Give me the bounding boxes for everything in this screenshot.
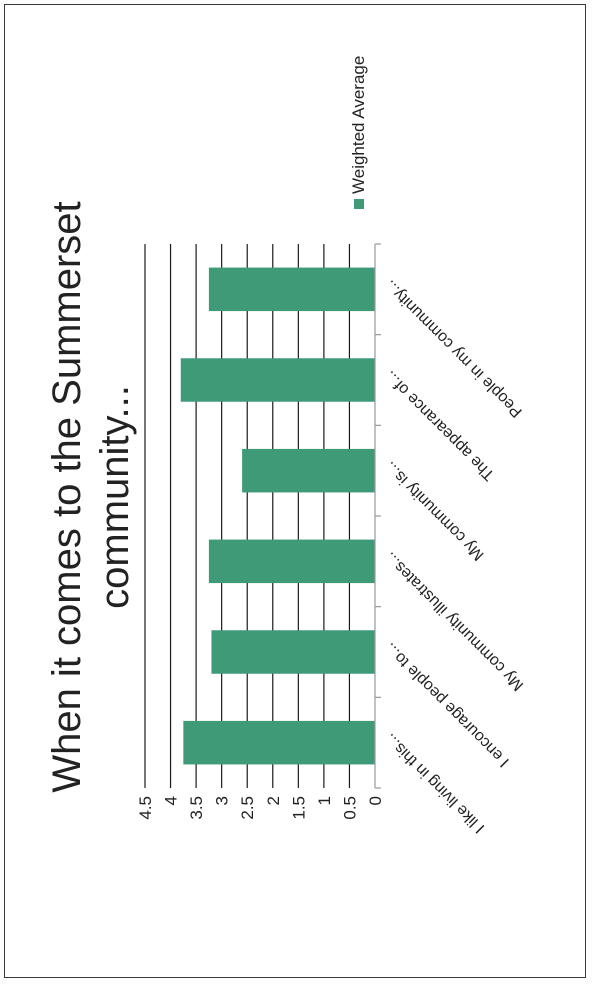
- bar: [208, 539, 375, 584]
- bar: [180, 358, 375, 402]
- bar: [183, 720, 375, 765]
- value-tick-label: 4: [162, 796, 181, 805]
- category-label: I like living in this...: [382, 730, 488, 836]
- value-tick-label: 4.5: [136, 796, 155, 820]
- value-tick-label: 2.5: [238, 796, 257, 820]
- value-tick-label: 0.5: [340, 796, 359, 820]
- bar: [211, 630, 375, 674]
- chart-title-line-2: community...: [93, 385, 137, 609]
- rotated-chart: When it comes to the Summerset community…: [45, 56, 527, 836]
- value-tick-label: 3.5: [187, 796, 206, 820]
- chart-title-line-1: When it comes to the Summerset: [45, 201, 89, 792]
- bar: [242, 448, 375, 493]
- gridlines: [144, 244, 351, 788]
- value-tick-label: 1.5: [289, 796, 308, 820]
- legend-swatch: [354, 199, 364, 209]
- category-labels: I like living in this...I encourage peop…: [382, 277, 527, 837]
- category-label: My community is...: [382, 458, 488, 564]
- bar: [208, 267, 375, 312]
- value-tick-labels: 0 0.5 1 1.5 2 2.5 3 3.5 4 4.5: [136, 796, 385, 820]
- value-tick-label: 3: [213, 796, 232, 805]
- value-tick-label: 0: [366, 796, 385, 805]
- value-tick-label: 1: [315, 796, 334, 805]
- category-axis: [374, 243, 381, 789]
- legend-label: Weighted Average: [349, 56, 368, 194]
- legend: Weighted Average: [349, 56, 368, 209]
- bars: [180, 267, 375, 765]
- value-tick-label: 2: [264, 796, 283, 805]
